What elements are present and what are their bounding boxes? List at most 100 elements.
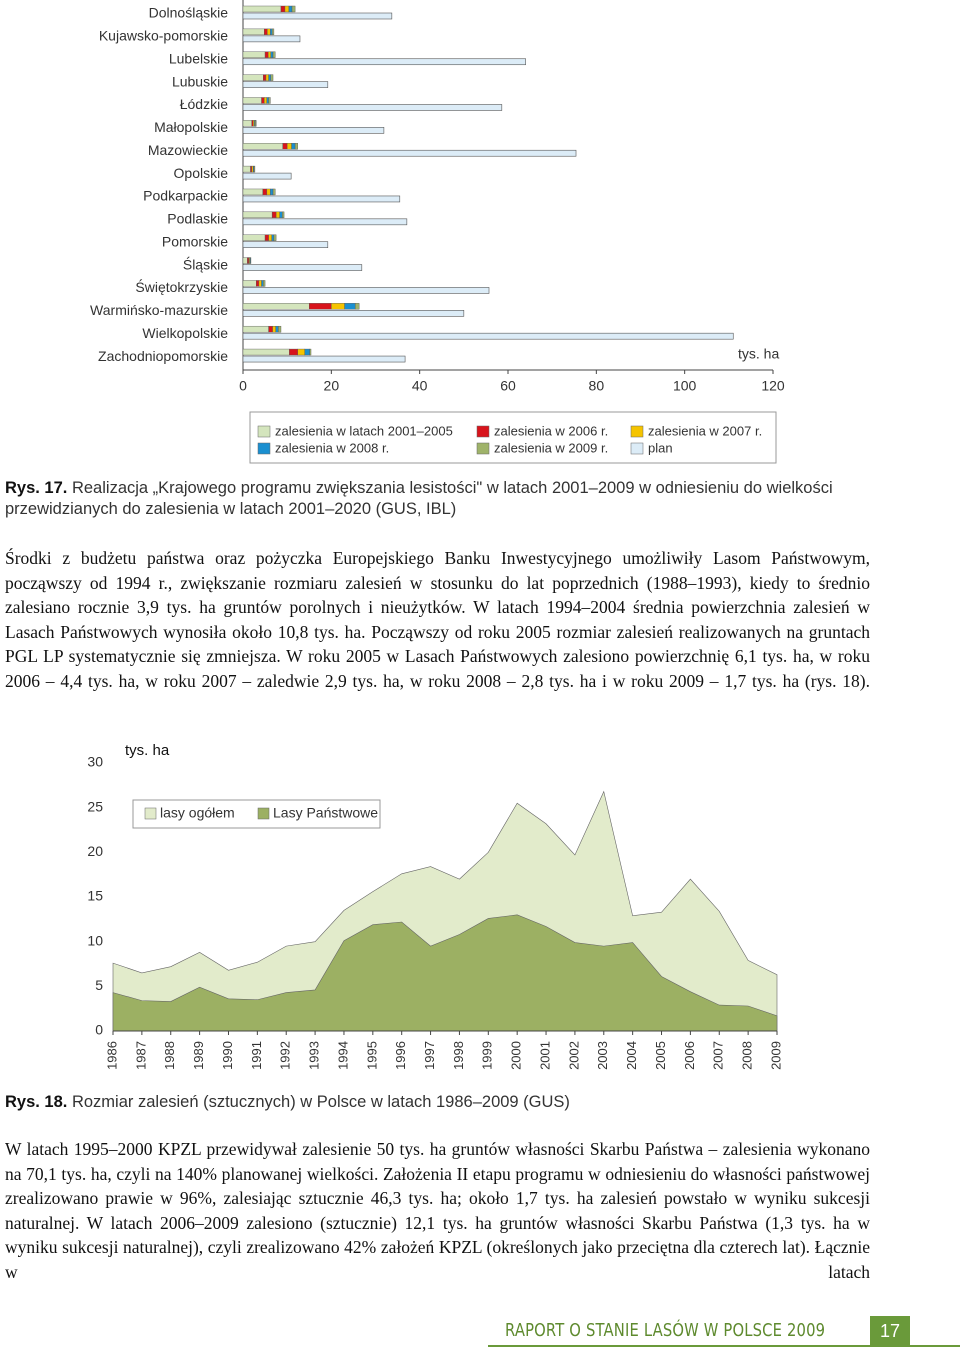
x-tick-label: 2003 [595,1041,610,1070]
category-label: Świętokrzyskie [135,278,228,295]
bar-segment [272,325,276,333]
plan-bar [242,149,577,157]
bar-segment [291,5,296,13]
bar-segment [289,348,298,356]
plan-bar [242,81,329,88]
y-tick-label: 15 [87,888,103,904]
plan-bar [242,12,393,20]
category-label: Lubuskie [172,73,228,89]
x-tick-label: 1995 [364,1041,379,1070]
legend-swatch [144,807,157,820]
category-label: Wielkopolskie [142,325,228,341]
x-tick-label: 80 [589,378,605,394]
plan-bar [242,218,408,226]
bar-segment [242,234,266,241]
x-tick-label: 1991 [249,1041,264,1070]
unit-label: tys. ha [738,346,779,362]
y-tick-label: 0 [95,1022,103,1038]
bar-segment [266,188,271,196]
bar-segment [270,51,274,58]
bar-segment [354,303,360,310]
bar-segment [242,303,310,310]
plan-bar [242,127,385,134]
bar-segment [344,303,356,310]
x-tick-label: 1993 [307,1041,322,1070]
bar-segment [273,234,277,241]
x-tick-label: 1988 [162,1041,177,1070]
bar-segment [275,211,280,219]
bar-segment [242,97,262,104]
bar-segment [242,280,257,287]
bar-segment [268,97,271,104]
category-label: Łódzkie [180,96,228,112]
legend-swatch [257,807,270,820]
legend-swatch [257,425,271,438]
bar-segment [278,325,282,333]
bar-segment [253,165,256,173]
bar-segment [297,348,306,356]
legend-label: zalesienia w 2009 r. [494,440,608,455]
bar-segment [264,97,268,104]
legend-box [132,799,381,829]
bar-segment [284,5,290,13]
legend-label: zalesienia w 2008 r. [275,440,389,455]
x-tick-label: 2007 [711,1041,726,1070]
caption: Rys. 18. Rozmiar zalesień (sztucznych) w… [5,1092,871,1113]
category-label: Mazowieckie [148,142,228,158]
plan-bar [242,287,490,294]
category-label: Podkarpackie [143,188,228,204]
bar-segment [258,280,262,287]
paragraph: W latach 1995–2000 KPZL przewidywał zale… [5,1139,870,1282]
bar-segment [294,143,298,150]
x-tick-label: 1994 [335,1041,350,1070]
bar-segment [268,234,272,241]
bar-segment [271,234,275,241]
plan-bar [242,264,363,271]
legend-swatch [257,442,271,455]
legend-label: plan [648,440,673,455]
x-tick-label: 2006 [682,1041,697,1070]
plan-bar [242,355,406,363]
legend-swatch [630,442,644,455]
bar-segment [288,5,293,13]
category-label: Dolnośląskie [149,5,229,21]
plan-bar [242,332,734,340]
bar-segment [242,74,264,81]
bar-segment [242,143,283,150]
bar-segment [282,211,285,219]
bar-segment [264,234,269,241]
bar-segment [309,348,312,356]
category-label: Śląskie [183,255,228,272]
bar-segment [267,51,272,58]
unit-label: tys. ha [125,742,170,759]
category-label: Podlaskie [167,211,228,227]
bar-segment [263,280,266,287]
bar-segment [242,211,273,219]
x-tick-label: 20 [324,378,340,394]
bar-segment [265,74,269,81]
plan-bar [242,104,503,111]
category-label: Kujawsko-pomorskie [99,28,228,44]
bar-segment [286,143,292,150]
plan-bar [242,310,465,317]
x-tick-label: 2001 [537,1041,552,1070]
bar-segment [262,188,268,196]
x-tick-label: 1989 [191,1041,206,1070]
bar-segment [272,51,276,58]
footer-title: RAPORT O STANIE LASÓW W POLSCE 2009 [505,1320,826,1341]
bar-segment [242,51,266,58]
bar-segment [255,120,257,127]
caption-text: Realizacja „Krajowego programu zwiększan… [5,479,833,518]
bar-segment [264,51,269,58]
legend-label: Lasy Państwowe [273,805,378,821]
x-tick-label: 1996 [393,1041,408,1070]
bar-segment [242,165,251,173]
bar-segment [271,28,275,36]
category-label: Zachodniopomorskie [98,348,228,364]
bar-segment [263,74,267,81]
bar-segment [261,280,264,287]
bar-segment [242,120,253,127]
y-tick-label: 25 [87,798,103,814]
area [112,914,778,1032]
bar-segment [270,28,273,36]
